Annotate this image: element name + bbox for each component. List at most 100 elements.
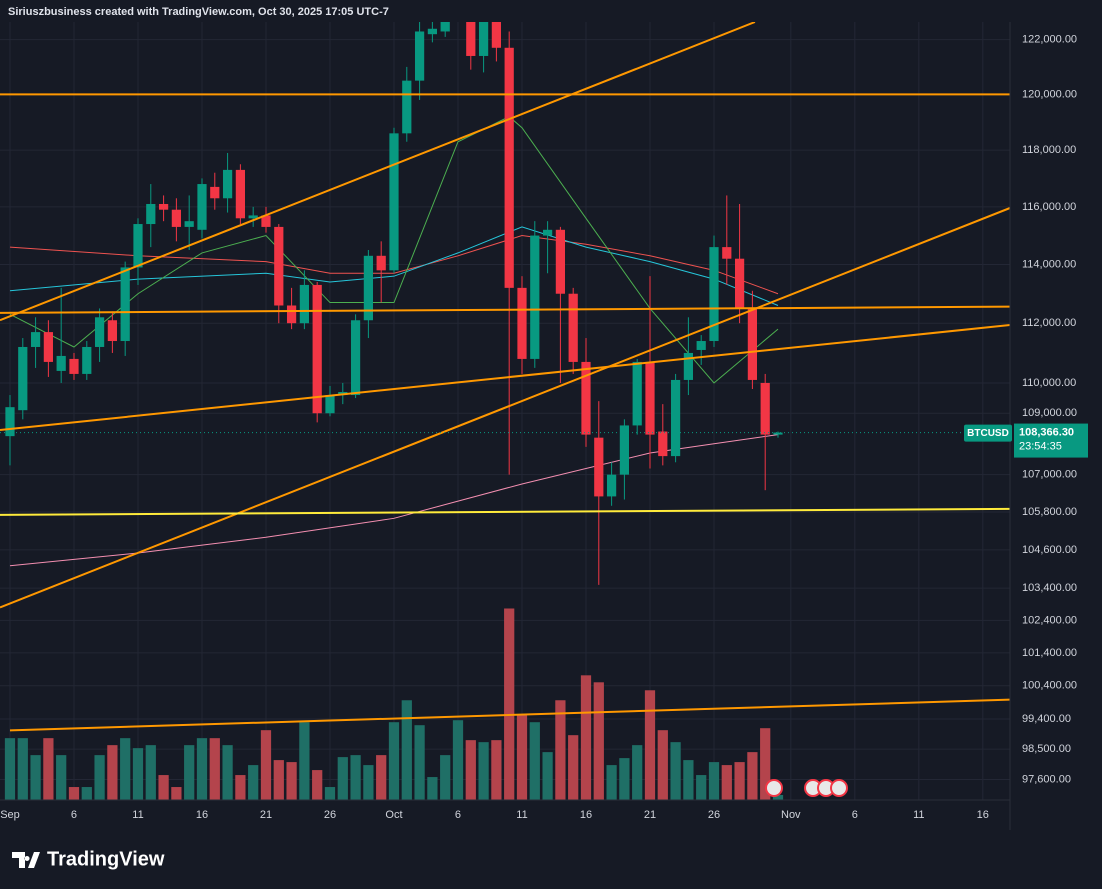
candle-body bbox=[504, 47, 514, 288]
volume-bar bbox=[158, 775, 169, 800]
plot bbox=[0, 22, 1010, 732]
brand-name: TradingView bbox=[47, 848, 165, 870]
volume-bar bbox=[312, 770, 323, 800]
volume-bar bbox=[132, 748, 144, 800]
volume-bar bbox=[580, 675, 592, 800]
volume-bar bbox=[273, 760, 284, 800]
candle-body bbox=[389, 133, 399, 271]
candle-body bbox=[427, 28, 437, 35]
candle-body bbox=[158, 203, 169, 210]
volume-pane bbox=[4, 608, 784, 800]
event-icon[interactable] bbox=[765, 779, 783, 797]
candle-body bbox=[568, 293, 578, 362]
candle-body bbox=[107, 320, 117, 342]
candle-body bbox=[82, 346, 92, 374]
last-price-label: 108,366.30 bbox=[1019, 426, 1074, 438]
candle-body bbox=[133, 224, 143, 268]
candle-body bbox=[658, 431, 668, 457]
candle-body bbox=[171, 209, 181, 227]
event-icon[interactable] bbox=[830, 779, 848, 797]
x-tick-label: 11 bbox=[132, 809, 143, 821]
y-tick-label: 104,600.00 bbox=[1022, 544, 1077, 556]
x-tick-label: 11 bbox=[516, 809, 527, 821]
candle-body bbox=[619, 425, 630, 475]
candle-body bbox=[248, 215, 258, 219]
candle-body bbox=[517, 287, 527, 359]
symbol-label: BTCUSD bbox=[967, 428, 1009, 439]
event-icons bbox=[765, 779, 848, 797]
candle-body bbox=[184, 221, 194, 227]
volume-bar bbox=[43, 738, 54, 800]
brand-logo: TradingView bbox=[12, 848, 165, 870]
candle-body bbox=[235, 169, 245, 219]
candle-body bbox=[350, 320, 361, 396]
volume-bar bbox=[286, 762, 297, 800]
volume-bar bbox=[324, 787, 336, 800]
volume-bar bbox=[248, 765, 259, 800]
countdown-label: 23:54:35 bbox=[1019, 440, 1062, 452]
last-price-marker: BTCUSD 108,366.30 23:54:35 bbox=[964, 423, 1088, 458]
y-tick-label: 109,000.00 bbox=[1022, 407, 1077, 419]
candle-body bbox=[146, 203, 156, 225]
volume-bar bbox=[414, 725, 425, 800]
candle-body bbox=[542, 229, 553, 236]
candle-body bbox=[376, 255, 386, 271]
volume-bar bbox=[68, 787, 80, 800]
y-tick-label: 102,400.00 bbox=[1022, 614, 1077, 626]
price-axis: 122,000.00 120,000.00 118,000.00 116,000.00… bbox=[1022, 34, 1077, 786]
volume-bar bbox=[376, 755, 387, 800]
candle-body bbox=[683, 352, 694, 380]
moving-average bbox=[9, 235, 779, 295]
volume-bar bbox=[363, 765, 374, 800]
x-tick-label: 16 bbox=[580, 809, 592, 821]
candle-body bbox=[402, 80, 412, 134]
candle-body bbox=[530, 235, 540, 359]
candle-body bbox=[594, 437, 604, 497]
candle-body bbox=[30, 332, 41, 347]
candle-body bbox=[120, 267, 130, 342]
volume-bar bbox=[516, 715, 528, 800]
trend-line bbox=[0, 507, 1010, 516]
volume-bar bbox=[529, 722, 540, 800]
volume-bar bbox=[747, 752, 758, 800]
volume-bar bbox=[555, 700, 566, 800]
volume-bar bbox=[644, 690, 656, 800]
volume-bar bbox=[337, 757, 348, 800]
x-tick-label: 26 bbox=[324, 809, 336, 821]
candle-body bbox=[210, 186, 220, 199]
candle-body bbox=[18, 346, 28, 411]
moving-average bbox=[9, 116, 779, 384]
y-tick-label: 97,600.00 bbox=[1022, 773, 1071, 785]
candle-body bbox=[94, 317, 105, 347]
volume-bar bbox=[171, 787, 182, 800]
volume-bar bbox=[350, 755, 361, 800]
trend-line bbox=[9, 698, 1010, 732]
candle-body bbox=[261, 215, 271, 227]
volume-bar bbox=[772, 795, 784, 800]
x-tick-label: 21 bbox=[644, 809, 656, 821]
volume-bar bbox=[196, 738, 208, 800]
volume-bar bbox=[504, 608, 515, 800]
volume-bar bbox=[222, 745, 233, 800]
x-tick-label: 6 bbox=[455, 809, 461, 821]
candle-body bbox=[440, 22, 450, 32]
brand-icon bbox=[12, 852, 40, 868]
last-price-box bbox=[1014, 423, 1088, 458]
volume-bar bbox=[235, 775, 246, 800]
candle-body bbox=[709, 247, 719, 342]
x-tick-label: 6 bbox=[71, 809, 77, 821]
candle-body bbox=[670, 379, 681, 457]
x-tick-label: 26 bbox=[708, 809, 720, 821]
candle-body bbox=[69, 358, 79, 374]
volume-bar bbox=[17, 738, 28, 800]
volume-bar bbox=[478, 742, 489, 800]
volume-bar bbox=[184, 745, 195, 800]
candle-body bbox=[197, 184, 207, 230]
volume-bar bbox=[708, 762, 720, 800]
x-tick-label: Oct bbox=[385, 809, 402, 821]
volume-bar bbox=[440, 755, 451, 800]
y-tick-label: 116,000.00 bbox=[1022, 201, 1076, 213]
volume-bar bbox=[401, 700, 412, 800]
volume-bar bbox=[760, 728, 771, 800]
candle-body bbox=[478, 22, 489, 56]
